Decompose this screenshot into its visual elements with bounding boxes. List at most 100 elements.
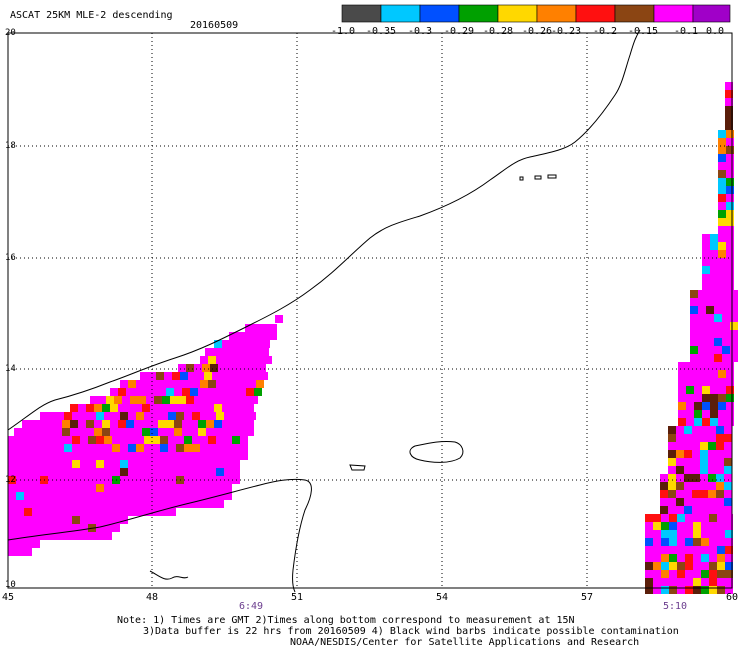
data-cell	[661, 538, 669, 546]
data-cell	[716, 434, 724, 442]
data-cell	[694, 418, 702, 426]
data-cell	[653, 538, 661, 546]
data-cell	[224, 412, 232, 420]
data-cell	[694, 410, 702, 418]
data-cell	[726, 394, 734, 402]
data-cell	[701, 586, 709, 594]
footnote-line-1: Note: 1) Times are GMT 2)Times along bot…	[117, 615, 575, 626]
data-cell	[709, 546, 717, 554]
data-cell	[230, 340, 238, 348]
data-cell	[725, 90, 733, 98]
data-cell	[706, 338, 714, 346]
data-cell	[730, 290, 738, 298]
data-cell	[208, 412, 216, 420]
data-cell	[126, 420, 134, 428]
data-cell	[698, 298, 706, 306]
data-cell	[238, 388, 246, 396]
data-cell	[716, 498, 724, 506]
data-cell	[709, 554, 717, 562]
data-cell	[8, 468, 16, 476]
data-cell	[222, 420, 230, 428]
data-cell	[186, 364, 194, 372]
data-cell	[208, 436, 216, 444]
data-cell	[102, 404, 110, 412]
data-cell	[668, 442, 676, 450]
data-cell	[72, 500, 80, 508]
data-cell	[150, 404, 158, 412]
data-cell	[685, 578, 693, 586]
data-cell	[702, 282, 710, 290]
data-cell	[718, 370, 726, 378]
data-cell	[701, 538, 709, 546]
data-cell	[224, 492, 232, 500]
data-cell	[104, 452, 112, 460]
data-cell	[660, 490, 668, 498]
data-cell	[184, 452, 192, 460]
data-cell	[653, 562, 661, 570]
data-cell	[164, 372, 172, 380]
data-cell	[104, 436, 112, 444]
data-cell	[669, 586, 677, 594]
data-cell	[686, 402, 694, 410]
data-cell	[724, 466, 732, 474]
data-cell	[725, 114, 733, 122]
data-cell	[174, 428, 182, 436]
data-cell	[653, 570, 661, 578]
data-cell	[24, 548, 32, 556]
colorbar-swatch	[614, 4, 655, 23]
data-cell	[669, 546, 677, 554]
data-cell	[96, 468, 104, 476]
data-cell	[176, 500, 184, 508]
data-cell	[685, 562, 693, 570]
data-cell	[80, 468, 88, 476]
data-cell	[726, 370, 734, 378]
data-cell	[685, 530, 693, 538]
data-cell	[40, 436, 48, 444]
data-cell	[126, 428, 134, 436]
data-cell	[718, 234, 726, 242]
data-cell	[725, 522, 733, 530]
data-cell	[118, 428, 126, 436]
data-cell	[56, 532, 64, 540]
data-cell	[724, 490, 732, 498]
data-cell	[194, 364, 202, 372]
data-cell	[706, 354, 714, 362]
data-cell	[64, 436, 72, 444]
data-cell	[86, 420, 94, 428]
lat-lon-grid	[8, 33, 732, 588]
data-cell	[686, 386, 694, 394]
data-cell	[714, 330, 722, 338]
data-cell	[48, 500, 56, 508]
data-cell	[686, 410, 694, 418]
data-cell	[190, 428, 198, 436]
data-cell	[184, 436, 192, 444]
data-cell	[40, 484, 48, 492]
data-cell	[142, 404, 150, 412]
data-cell	[692, 490, 700, 498]
colorbar-label: -0.1	[673, 26, 699, 37]
data-cell	[72, 444, 80, 452]
data-cell	[668, 474, 676, 482]
data-cell	[64, 508, 72, 516]
data-cell	[56, 484, 64, 492]
data-cell	[701, 546, 709, 554]
data-cell	[708, 434, 716, 442]
colorbar-label: -0.35	[365, 26, 397, 37]
data-cell	[160, 492, 168, 500]
data-cell	[104, 524, 112, 532]
data-cell	[144, 436, 152, 444]
data-cell	[722, 322, 730, 330]
data-cell	[726, 154, 734, 162]
data-cell	[678, 418, 686, 426]
data-cell	[104, 508, 112, 516]
data-cell	[64, 532, 72, 540]
data-cell	[692, 466, 700, 474]
data-cell	[718, 202, 726, 210]
data-cell	[134, 388, 142, 396]
data-cell	[224, 460, 232, 468]
data-cell	[661, 522, 669, 530]
data-cell	[234, 396, 242, 404]
data-cell	[110, 420, 118, 428]
map-frame	[7, 32, 733, 589]
data-cell	[78, 404, 86, 412]
